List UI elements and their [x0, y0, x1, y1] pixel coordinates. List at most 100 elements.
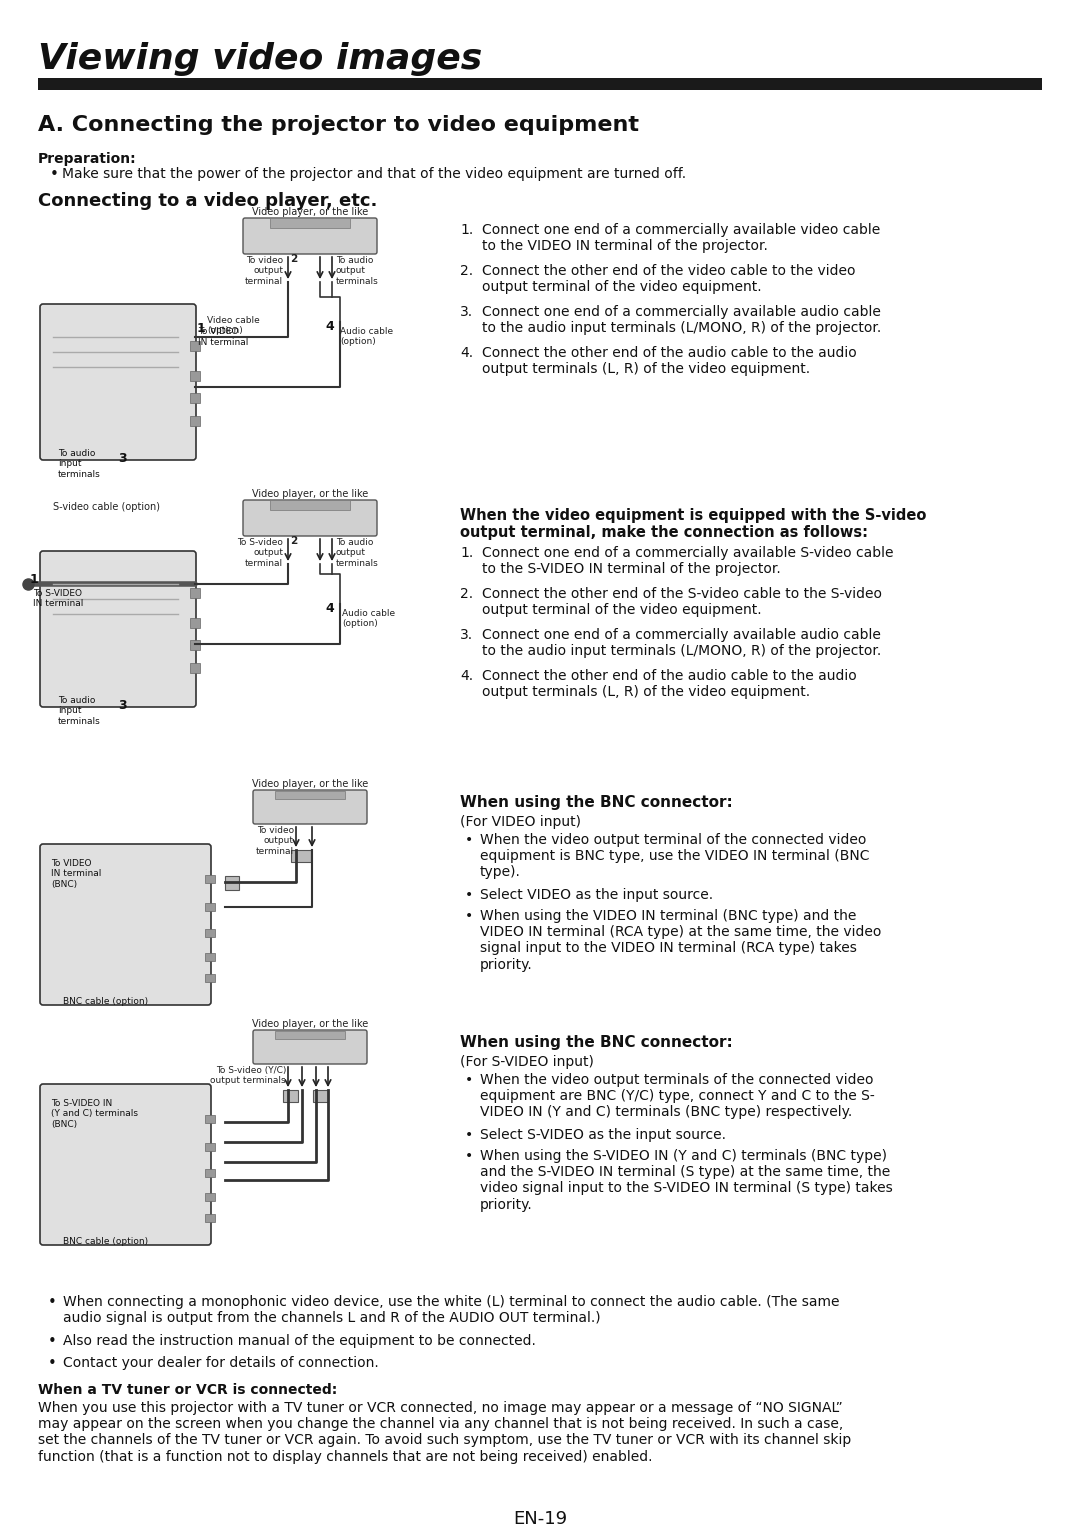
Text: When connecting a monophonic video device, use the white (L) terminal to connect: When connecting a monophonic video devic…	[63, 1295, 839, 1325]
Text: Connect one end of a commercially available audio cable
to the audio input termi: Connect one end of a commercially availa…	[482, 628, 881, 658]
Text: Audio cable
(option): Audio cable (option)	[340, 327, 393, 347]
Bar	[205, 930, 215, 938]
Bar	[205, 1142, 215, 1151]
Text: To audio
input
terminals: To audio input terminals	[58, 449, 100, 479]
Text: 3.: 3.	[460, 305, 473, 319]
FancyBboxPatch shape	[253, 789, 367, 825]
FancyBboxPatch shape	[40, 551, 195, 707]
Bar	[190, 392, 200, 403]
Text: Connect one end of a commercially available S-video cable
to the S-VIDEO IN term: Connect one end of a commercially availa…	[482, 547, 893, 576]
Text: •: •	[465, 887, 473, 901]
Text: Preparation:: Preparation:	[38, 153, 137, 166]
Text: Viewing video images: Viewing video images	[38, 43, 483, 76]
Text: When a TV tuner or VCR is connected:: When a TV tuner or VCR is connected:	[38, 1383, 337, 1397]
Text: Select VIDEO as the input source.: Select VIDEO as the input source.	[480, 887, 713, 901]
FancyBboxPatch shape	[40, 304, 195, 460]
Text: 1.: 1.	[460, 547, 473, 560]
Text: To VIDEO
IN terminal
(BNC): To VIDEO IN terminal (BNC)	[51, 860, 102, 889]
Text: 4: 4	[325, 602, 334, 615]
Text: To video
output
terminal: To video output terminal	[256, 826, 294, 855]
Bar	[190, 663, 200, 672]
Text: When the video equipment is equipped with the S-video
output terminal, make the : When the video equipment is equipped wit…	[460, 508, 927, 541]
Bar	[190, 415, 200, 426]
Text: 3: 3	[118, 699, 126, 712]
Text: Connect the other end of the audio cable to the audio
output terminals (L, R) of: Connect the other end of the audio cable…	[482, 669, 856, 699]
Text: To S-video
output
terminal: To S-video output terminal	[238, 538, 283, 568]
Text: Connect the other end of the video cable to the video
output terminal of the vid: Connect the other end of the video cable…	[482, 264, 855, 295]
Text: 2.: 2.	[460, 264, 473, 278]
Text: When the video output terminal of the connected video
equipment is BNC type, use: When the video output terminal of the co…	[480, 834, 869, 880]
Text: 1: 1	[197, 322, 206, 334]
Text: BNC cable (option): BNC cable (option)	[63, 1237, 148, 1246]
Text: Video player, or the like: Video player, or the like	[252, 1019, 368, 1029]
Text: To audio
input
terminals: To audio input terminals	[58, 696, 100, 725]
Text: (For S-VIDEO input): (For S-VIDEO input)	[460, 1055, 594, 1069]
Text: Connect the other end of the audio cable to the audio
output terminals (L, R) of: Connect the other end of the audio cable…	[482, 347, 856, 376]
Text: When the video output terminals of the connected video
equipment are BNC (Y/C) t: When the video output terminals of the c…	[480, 1073, 875, 1119]
Bar	[205, 1115, 215, 1122]
Bar	[190, 617, 200, 628]
Text: Connect the other end of the S-video cable to the S-video
output terminal of the: Connect the other end of the S-video cab…	[482, 586, 882, 617]
Bar	[205, 1214, 215, 1222]
Text: Contact your dealer for details of connection.: Contact your dealer for details of conne…	[63, 1356, 379, 1370]
Text: •: •	[465, 1073, 473, 1087]
Text: •: •	[48, 1295, 57, 1310]
Text: 4: 4	[325, 321, 334, 333]
Text: Make sure that the power of the projector and that of the video equipment are tu: Make sure that the power of the projecto…	[62, 166, 686, 182]
Text: Connect one end of a commercially available audio cable
to the audio input termi: Connect one end of a commercially availa…	[482, 305, 881, 336]
Text: Select S-VIDEO as the input source.: Select S-VIDEO as the input source.	[480, 1127, 726, 1142]
Text: To audio
output
terminals: To audio output terminals	[336, 257, 379, 286]
Bar	[205, 953, 215, 960]
Bar	[205, 902, 215, 912]
Text: To S-VIDEO
IN terminal: To S-VIDEO IN terminal	[33, 589, 83, 608]
Bar	[270, 218, 350, 228]
Text: When using the BNC connector:: When using the BNC connector:	[460, 1035, 732, 1051]
Bar	[190, 640, 200, 651]
Text: Video player, or the like: Video player, or the like	[252, 779, 368, 789]
Text: Connecting to a video player, etc.: Connecting to a video player, etc.	[38, 192, 377, 211]
Bar	[275, 1031, 345, 1038]
Text: Video cable
(option): Video cable (option)	[207, 316, 260, 334]
Text: 3.: 3.	[460, 628, 473, 641]
FancyBboxPatch shape	[243, 499, 377, 536]
Bar	[190, 341, 200, 351]
Text: 4.: 4.	[460, 347, 473, 360]
Text: EN-19: EN-19	[513, 1510, 567, 1527]
Text: When using the BNC connector:: When using the BNC connector:	[460, 796, 732, 809]
Text: 2: 2	[291, 536, 297, 547]
Bar	[190, 371, 200, 380]
Text: •: •	[48, 1335, 57, 1348]
Text: S-video cable (option): S-video cable (option)	[53, 502, 160, 512]
Bar	[291, 851, 311, 863]
Bar	[313, 1090, 328, 1102]
Bar	[205, 875, 215, 883]
Text: To S-video (Y/C)
output terminals: To S-video (Y/C) output terminals	[211, 1066, 286, 1086]
FancyBboxPatch shape	[40, 844, 211, 1005]
Text: To VIDEO
IN terminal: To VIDEO IN terminal	[198, 327, 248, 347]
Text: 2.: 2.	[460, 586, 473, 602]
Text: To audio
output
terminals: To audio output terminals	[336, 538, 379, 568]
FancyBboxPatch shape	[40, 1084, 211, 1245]
Text: To video
output
terminal: To video output terminal	[245, 257, 283, 286]
Text: To S-VIDEO IN
(Y and C) terminals
(BNC): To S-VIDEO IN (Y and C) terminals (BNC)	[51, 1099, 138, 1128]
Text: A. Connecting the projector to video equipment: A. Connecting the projector to video equ…	[38, 115, 639, 134]
Text: (For VIDEO input): (For VIDEO input)	[460, 815, 581, 829]
Text: When using the VIDEO IN terminal (BNC type) and the
VIDEO IN terminal (RCA type): When using the VIDEO IN terminal (BNC ty…	[480, 909, 881, 971]
Text: Also read the instruction manual of the equipment to be connected.: Also read the instruction manual of the …	[63, 1335, 536, 1348]
Bar	[225, 876, 239, 890]
Bar	[38, 78, 1042, 90]
Bar	[283, 1090, 298, 1102]
Bar	[270, 499, 350, 510]
Text: •: •	[465, 909, 473, 922]
Text: •: •	[465, 1127, 473, 1142]
Text: •: •	[465, 834, 473, 847]
Text: 1.: 1.	[460, 223, 473, 237]
Bar	[205, 1193, 215, 1200]
Text: When using the S-VIDEO IN (Y and C) terminals (BNC type)
and the S-VIDEO IN term: When using the S-VIDEO IN (Y and C) term…	[480, 1148, 893, 1211]
Text: Video player, or the like: Video player, or the like	[252, 208, 368, 217]
Text: •: •	[50, 166, 59, 182]
Text: •: •	[48, 1356, 57, 1371]
Bar	[205, 974, 215, 982]
Text: 3: 3	[118, 452, 126, 466]
FancyBboxPatch shape	[243, 218, 377, 253]
